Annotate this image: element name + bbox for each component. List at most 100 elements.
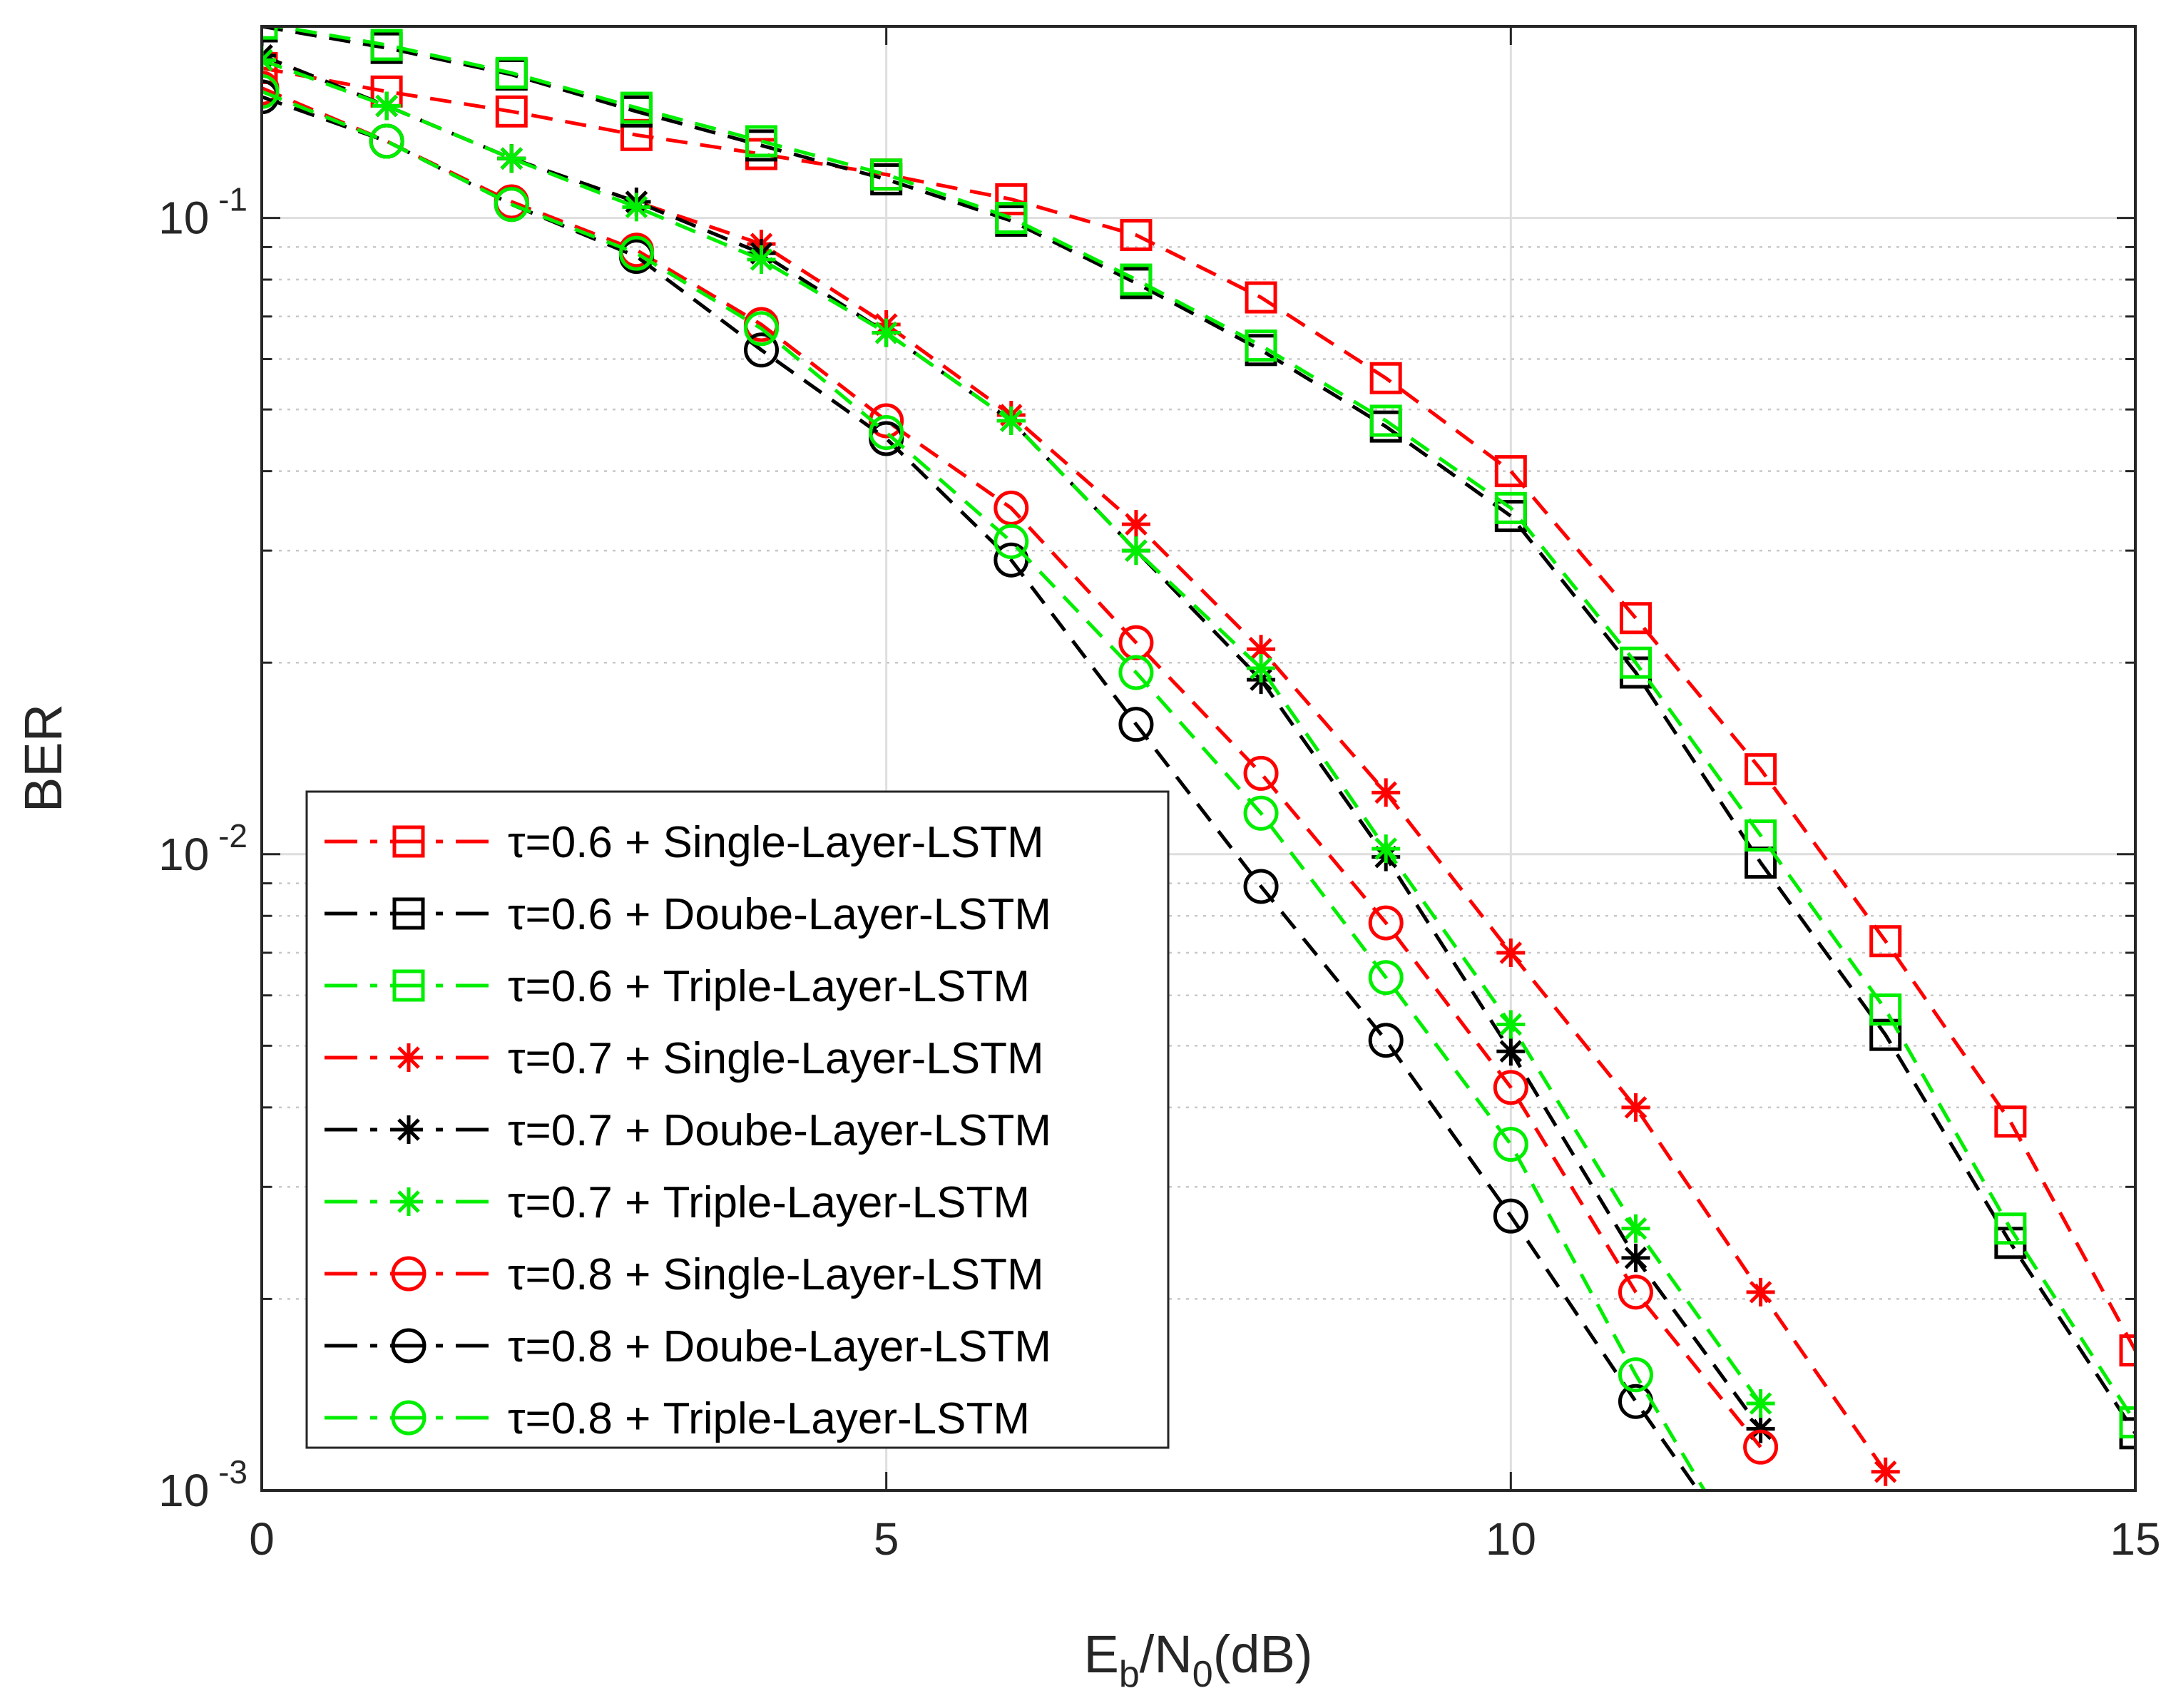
series-1 <box>262 51 2135 1367</box>
x-tick-label: 0 <box>249 1513 275 1565</box>
data-point <box>1121 536 1150 566</box>
data-point <box>1994 1105 2027 1138</box>
data-point <box>996 406 1026 435</box>
data-point <box>1618 1357 1653 1393</box>
label-layer: BER Eb/N0(dB) <box>14 704 1313 1695</box>
data-point <box>1496 1037 1526 1066</box>
legend-marker <box>394 1187 423 1216</box>
plot-frame <box>260 25 2137 1492</box>
legend-entry: τ=0.8 + Triple-Layer-LSTM <box>325 1394 1030 1443</box>
data-point <box>1746 1389 1775 1418</box>
x-axis-label: Eb/N0(dB) <box>1083 1625 1312 1695</box>
data-point <box>618 235 654 271</box>
data-point <box>744 332 780 368</box>
legend-entry: τ=0.7 + Single-Layer-LSTM <box>325 1034 1044 1083</box>
y-tick-label: 10 -1 <box>158 181 247 244</box>
x-tick-label: 10 <box>1486 1513 1536 1565</box>
data-point <box>369 123 404 159</box>
legend-label: τ=0.8 + Triple-Layer-LSTM <box>508 1394 1030 1443</box>
data-point <box>1369 404 1402 437</box>
legend-entry: τ=0.8 + Single-Layer-LSTM <box>325 1250 1044 1299</box>
data-point <box>1247 654 1276 683</box>
legend-entry: τ=0.6 + Doube-Layer-LSTM <box>325 890 1051 939</box>
series-3 <box>262 26 2135 1438</box>
data-point <box>1746 1414 1775 1443</box>
x-tick-label: 5 <box>874 1513 899 1565</box>
data-point <box>1869 993 1902 1026</box>
data-point <box>2119 1406 2135 1438</box>
data-point <box>1245 329 1277 362</box>
data-point <box>1368 1023 1404 1058</box>
data-point <box>262 73 280 109</box>
y-tick-label: 10 -3 <box>158 1453 247 1516</box>
data-point <box>1871 1457 1900 1486</box>
data-point <box>1746 1277 1775 1306</box>
data-point <box>1368 960 1404 996</box>
data-point <box>1118 655 1154 690</box>
legend-label: τ=0.8 + Doube-Layer-LSTM <box>508 1322 1051 1371</box>
data-point <box>1618 1274 1653 1310</box>
data-point <box>497 144 526 173</box>
data-point <box>745 125 778 158</box>
legend-label: τ=0.6 + Triple-Layer-LSTM <box>508 962 1030 1011</box>
legend-marker <box>391 1256 426 1292</box>
data-point <box>1121 510 1150 539</box>
data-point <box>747 245 776 275</box>
legend-label: τ=0.8 + Single-Layer-LSTM <box>508 1250 1044 1299</box>
data-point <box>1247 635 1276 664</box>
series-6 <box>262 46 1775 1418</box>
series-line <box>267 26 2135 1423</box>
y-tick-label-base: 10 <box>158 1465 209 1516</box>
series-layer <box>262 26 2135 1490</box>
data-point <box>1621 1214 1650 1243</box>
y-axis-label: BER <box>14 704 73 812</box>
data-point <box>1493 1127 1528 1162</box>
data-point <box>1743 1429 1779 1465</box>
data-point <box>744 311 780 347</box>
y-tick-label-base: 10 <box>158 829 209 880</box>
series-line <box>262 90 1706 1490</box>
data-point <box>1496 1010 1526 1039</box>
data-point <box>622 193 651 222</box>
legend-marker <box>394 1115 423 1144</box>
y-tick-label-base: 10 <box>158 193 209 244</box>
legend-label: τ=0.7 + Triple-Layer-LSTM <box>508 1178 1030 1227</box>
x-tick-label: 15 <box>2110 1513 2160 1565</box>
legend-box <box>305 790 1170 1449</box>
data-point <box>495 56 528 89</box>
data-point <box>1120 219 1153 252</box>
data-point <box>1368 905 1404 941</box>
y-tick-label-exponent: -1 <box>209 181 247 218</box>
data-point <box>1120 263 1153 296</box>
data-point <box>1994 1212 2027 1245</box>
data-point <box>1621 1093 1650 1122</box>
legend: τ=0.6 + Single-Layer-LSTM τ=0.6 + Doube-L… <box>305 790 1170 1449</box>
data-point <box>993 523 1029 559</box>
data-point <box>620 91 653 124</box>
legend-entry: τ=0.7 + Triple-Layer-LSTM <box>325 1178 1030 1227</box>
data-point <box>1494 455 1527 488</box>
data-point <box>1745 753 1777 786</box>
legend-marker <box>391 1400 426 1436</box>
data-point <box>1619 646 1652 679</box>
legend-label: τ=0.6 + Single-Layer-LSTM <box>508 818 1044 867</box>
y-tick-label-exponent: -2 <box>209 817 247 854</box>
series-line <box>262 86 1762 1448</box>
legend-entry: τ=0.8 + Doube-Layer-LSTM <box>325 1322 1051 1371</box>
data-point <box>995 202 1028 235</box>
series-line <box>262 66 2135 1351</box>
data-point <box>1245 281 1277 314</box>
data-point <box>1372 834 1401 864</box>
data-point <box>1869 925 1902 958</box>
data-point <box>869 414 904 450</box>
y-tick-label-exponent: -3 <box>209 1453 247 1490</box>
data-point <box>1369 362 1402 394</box>
legend-marker <box>394 1043 423 1072</box>
data-point <box>1745 819 1777 852</box>
data-point <box>1372 778 1401 807</box>
data-point <box>870 158 903 191</box>
x-axis-label-tail: (dB) <box>1213 1625 1313 1684</box>
series-line <box>262 95 1700 1490</box>
data-point <box>494 187 529 223</box>
